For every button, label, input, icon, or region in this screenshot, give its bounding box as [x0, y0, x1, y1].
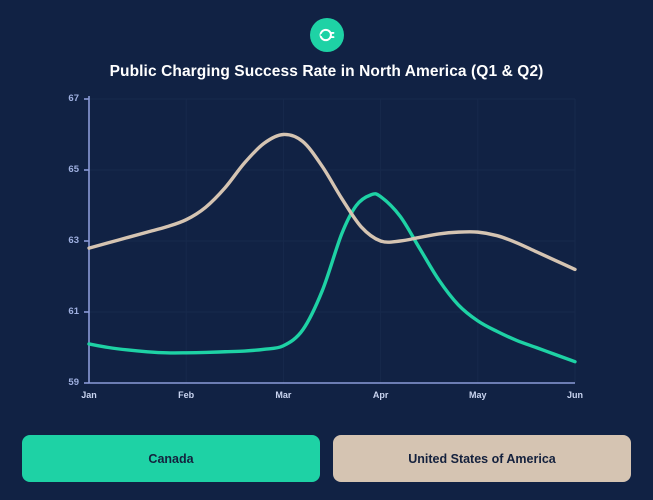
y-axis-tick-label: 67 [68, 93, 79, 104]
x-axis-tick-label: Jan [81, 390, 97, 400]
y-axis-tick-label: 59 [68, 377, 79, 388]
y-axis-tick-label: 63 [68, 235, 79, 246]
x-axis-tick-label: Jun [566, 390, 583, 400]
legend-button-canada[interactable]: Canada [22, 435, 320, 482]
legend: Canada United States of America [22, 435, 631, 482]
logo-container [0, 18, 653, 52]
ev-plug-icon [309, 18, 344, 52]
x-axis-tick-label: Apr [372, 390, 389, 400]
x-axis-tick-label: May [469, 390, 487, 400]
y-axis-tick-label: 65 [68, 164, 79, 175]
legend-button-united-states-of-america[interactable]: United States of America [333, 435, 631, 482]
series-lines [87, 132, 577, 364]
axis-lines [84, 96, 575, 384]
x-axis-tick-label: Mar [275, 390, 292, 400]
y-axis-tick-label: 61 [68, 306, 79, 317]
page-title: Public Charging Success Rate in North Am… [109, 63, 544, 80]
gridlines [88, 98, 576, 384]
x-axis-tick-label: Feb [178, 390, 195, 400]
